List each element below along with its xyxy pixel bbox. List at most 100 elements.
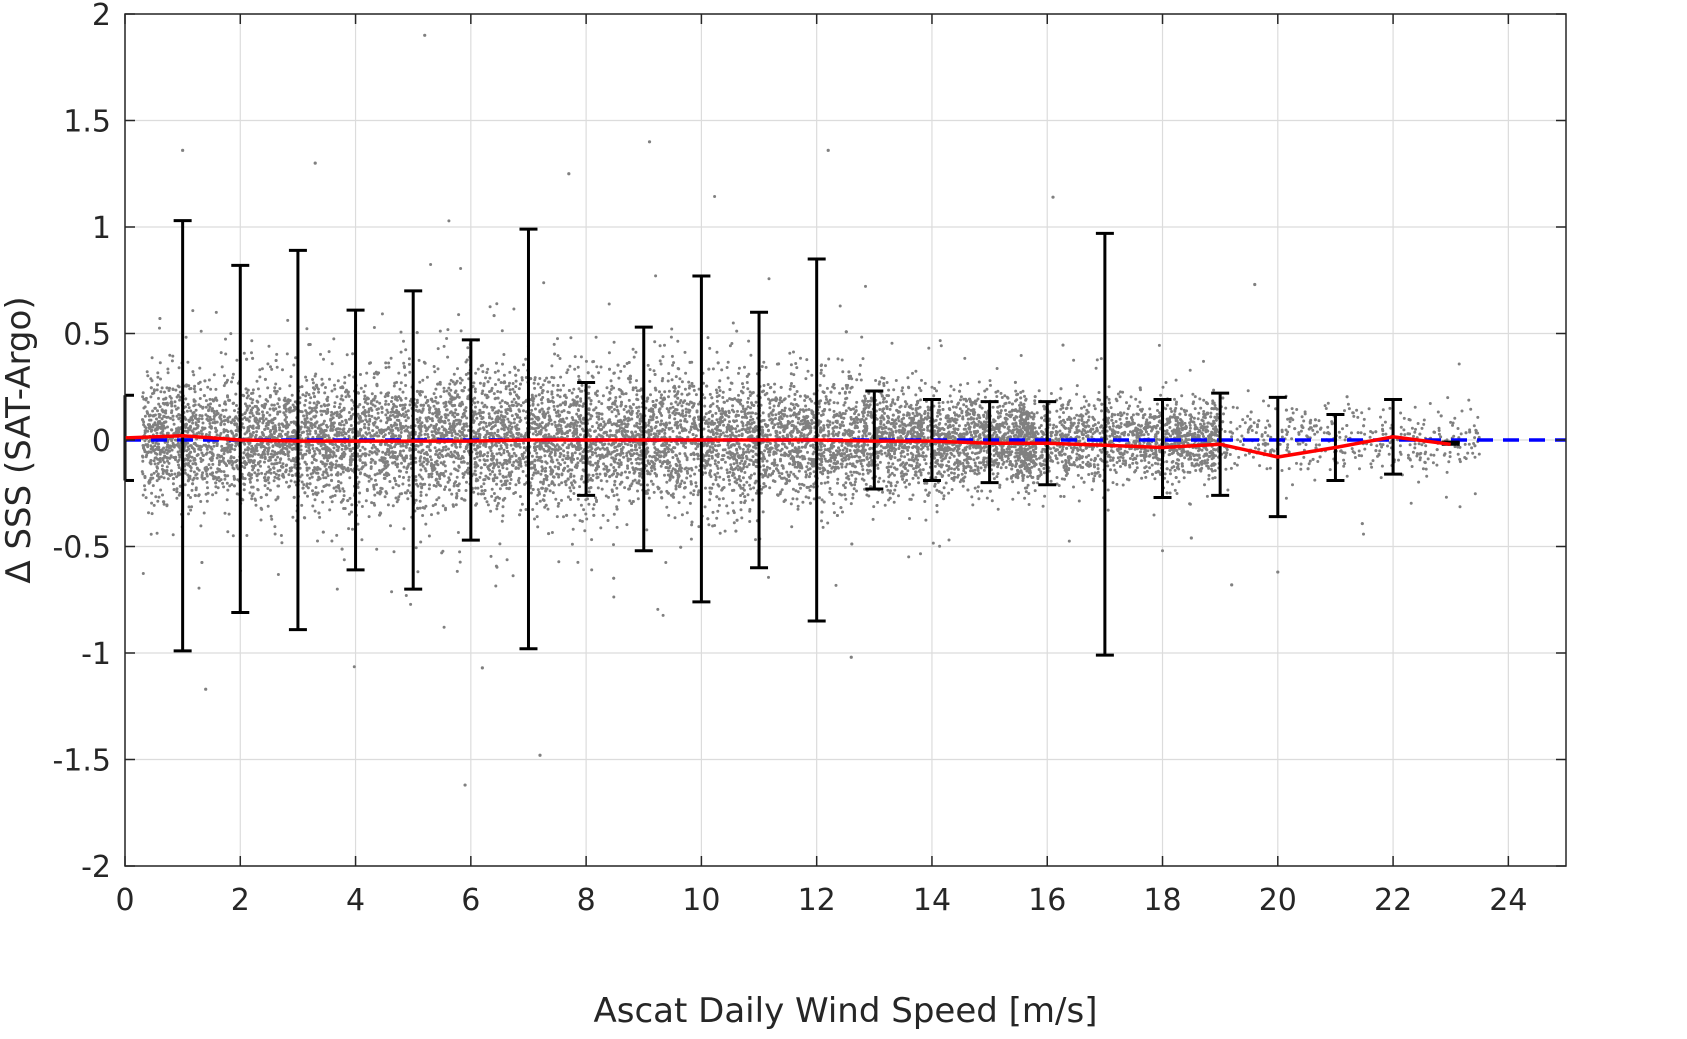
scatter-point: [201, 421, 205, 425]
scatter-point: [556, 504, 560, 508]
scatter-point: [974, 464, 978, 468]
scatter-point: [746, 400, 750, 404]
scatter-point: [1316, 460, 1320, 463]
scatter-point: [1063, 477, 1066, 481]
scatter-point: [331, 455, 335, 459]
scatter-point: [269, 452, 273, 456]
scatter-point: [1061, 403, 1065, 407]
scatter-point: [199, 524, 203, 528]
scatter-point: [692, 417, 696, 421]
scatter-point: [361, 461, 365, 465]
scatter-point: [1019, 354, 1023, 357]
scatter-point: [768, 442, 772, 445]
scatter-point: [891, 462, 895, 466]
scatter-point: [571, 418, 575, 422]
scatter-point: [663, 390, 667, 394]
scatter-point: [558, 451, 562, 455]
scatter-point: [957, 424, 961, 428]
scatter-point: [536, 488, 540, 492]
scatter-point: [842, 403, 846, 407]
scatter-point: [479, 485, 483, 489]
scatter-point: [861, 414, 865, 418]
scatter-point: [149, 395, 153, 399]
scatter-point: [449, 388, 453, 392]
scatter-point: [384, 413, 388, 417]
scatter-point: [555, 443, 559, 447]
scatter-point: [268, 407, 272, 411]
scatter-point: [708, 392, 712, 396]
scatter-point: [656, 607, 660, 611]
scatter-point: [923, 444, 927, 448]
scatter-point: [384, 402, 387, 406]
scatter-point: [832, 429, 836, 433]
scatter-point: [425, 462, 429, 466]
scatter-point: [375, 431, 379, 435]
scatter-point: [371, 429, 375, 433]
scatter-point: [1448, 450, 1452, 454]
scatter-point: [258, 375, 262, 379]
scatter-point: [1206, 458, 1210, 462]
scatter-point: [719, 429, 723, 433]
scatter-point: [974, 434, 978, 438]
scatter-point: [476, 486, 480, 490]
scatter-point: [844, 409, 848, 413]
scatter-point: [524, 460, 527, 464]
scatter-point: [684, 414, 688, 417]
scatter-point: [511, 447, 515, 451]
scatter-point: [1125, 401, 1128, 405]
scatter-point: [653, 426, 657, 430]
scatter-point: [595, 454, 599, 458]
scatter-point: [992, 477, 996, 481]
scatter-point: [624, 392, 628, 396]
scatter-point: [1027, 492, 1031, 495]
scatter-point: [668, 416, 671, 419]
scatter-point: [304, 394, 308, 398]
scatter-point: [930, 385, 934, 389]
scatter-point: [1250, 429, 1254, 432]
scatter-point: [335, 533, 339, 537]
scatter-point: [273, 532, 277, 536]
scatter-point: [596, 426, 600, 430]
scatter-point: [261, 421, 265, 425]
scatter-point: [317, 390, 321, 394]
scatter-point: [670, 378, 674, 382]
scatter-point: [964, 424, 968, 427]
scatter-point: [1381, 423, 1384, 427]
scatter-point: [994, 445, 998, 449]
scatter-point: [708, 410, 712, 413]
scatter-point: [843, 391, 847, 395]
scatter-point: [268, 488, 272, 492]
scatter-point: [1211, 401, 1215, 405]
scatter-point: [490, 417, 494, 421]
scatter-point: [1173, 488, 1177, 492]
scatter-point: [677, 385, 681, 389]
scatter-point: [224, 352, 228, 356]
scatter-point: [590, 538, 594, 542]
scatter-point: [496, 369, 500, 373]
scatter-point: [157, 396, 160, 400]
scatter-point: [939, 472, 943, 476]
scatter-point: [556, 337, 559, 341]
scatter-point: [1077, 418, 1081, 422]
scatter-point: [1205, 425, 1209, 429]
scatter-point: [169, 416, 172, 420]
scatter-point: [234, 433, 238, 436]
scatter-point: [1399, 432, 1403, 436]
scatter-point: [484, 376, 487, 380]
scatter-point: [542, 281, 546, 285]
scatter-point: [417, 473, 421, 477]
scatter-point: [1224, 406, 1228, 410]
scatter-point: [628, 499, 632, 503]
scatter-point: [852, 470, 856, 474]
scatter-point: [167, 389, 171, 392]
scatter-point: [791, 487, 795, 491]
scatter-point: [1058, 445, 1062, 449]
scatter-point: [573, 355, 577, 359]
scatter-point: [904, 485, 908, 489]
scatter-point: [1304, 443, 1308, 447]
scatter-point: [455, 379, 459, 383]
scatter-point: [1343, 462, 1347, 466]
scatter-point: [452, 372, 456, 376]
scatter-point: [1198, 456, 1202, 460]
scatter-point: [402, 361, 406, 365]
